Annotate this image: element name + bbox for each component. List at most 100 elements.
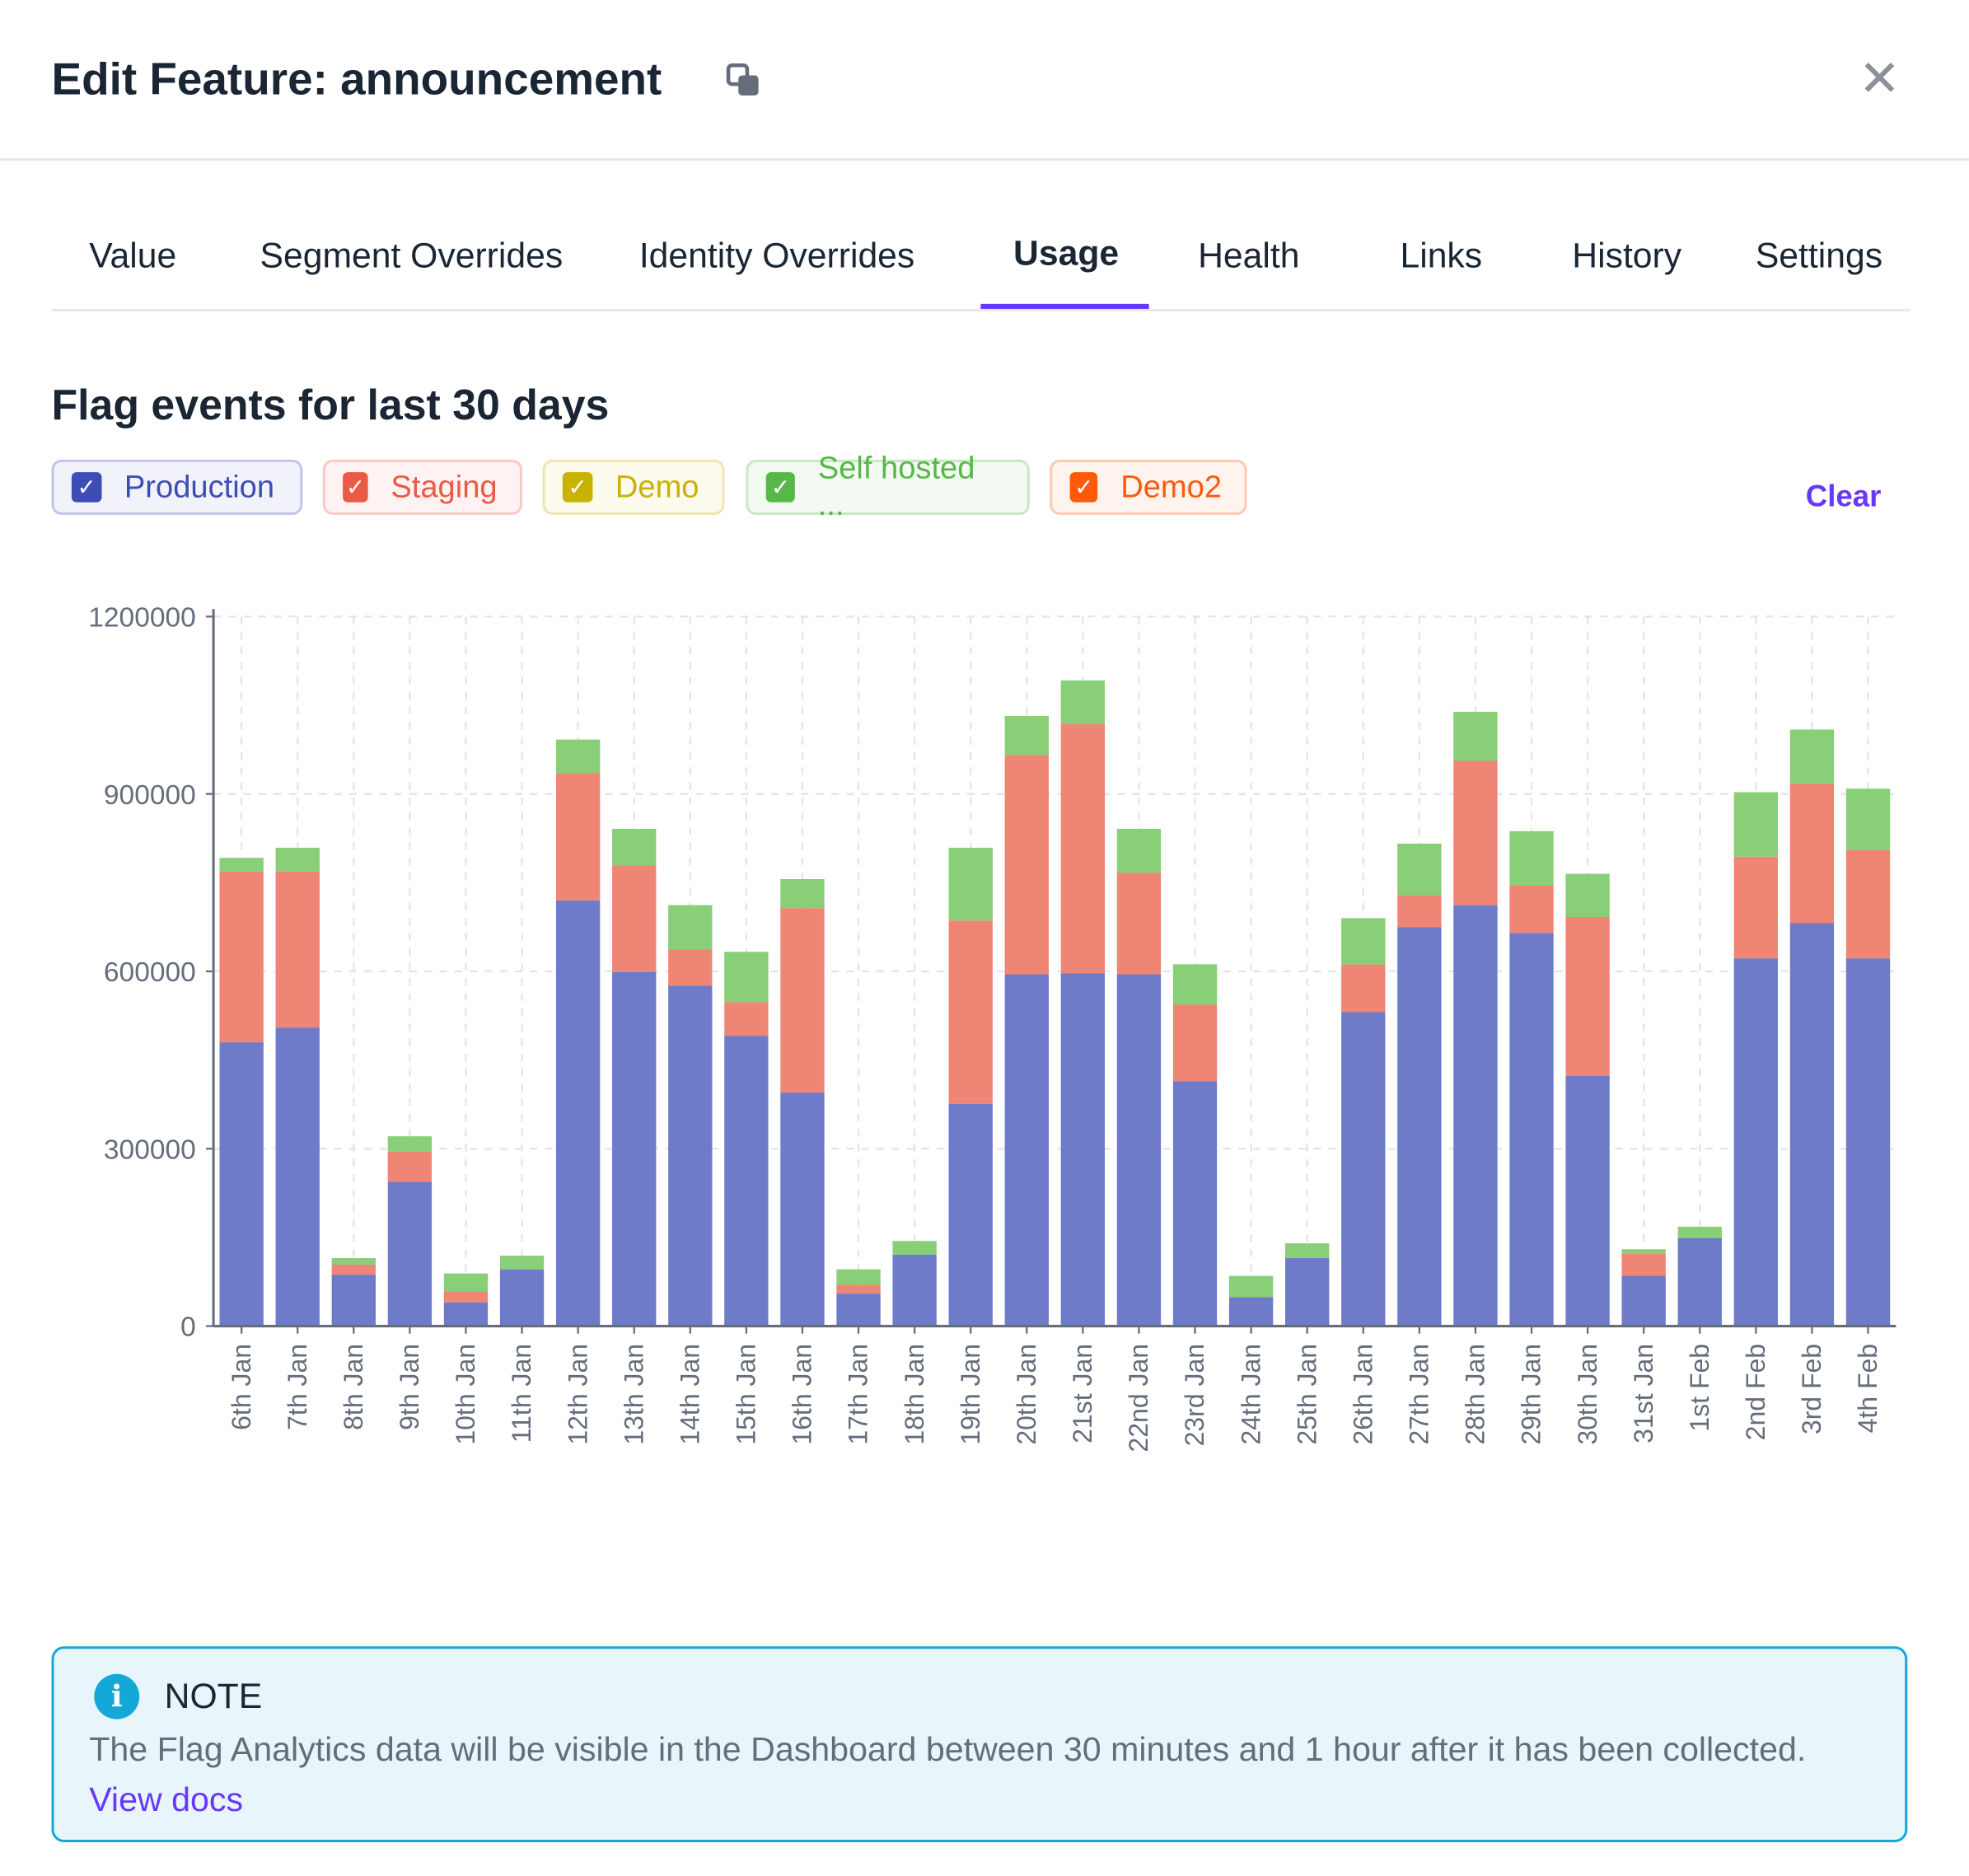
bar-staging: [948, 920, 993, 1104]
filter-label: Demo: [615, 469, 699, 504]
bar-self-hosted-: [555, 739, 601, 774]
filter-chip[interactable]: ✓ Self hosted ...: [746, 451, 1030, 522]
bar-production: [1789, 923, 1835, 1326]
x-tick-label: 20th Jan: [1012, 1344, 1041, 1445]
tab-links[interactable]: Links: [1400, 236, 1483, 275]
bar-production: [1677, 1237, 1722, 1326]
tab-value[interactable]: Value: [89, 236, 177, 275]
checkbox-icon[interactable]: ✓: [1069, 472, 1098, 503]
bar-production: [1845, 958, 1891, 1326]
bar-self-hosted-: [1733, 792, 1779, 857]
filter-label: Self hosted ...: [817, 451, 975, 523]
bar-production: [612, 971, 657, 1326]
x-tick-label: 13th Jan: [619, 1344, 648, 1445]
bar-self-hosted-: [1509, 830, 1554, 886]
note-body: The Flag Analytics data will be visible …: [89, 1724, 1847, 1825]
bar-self-hosted-: [1621, 1249, 1666, 1254]
tab-segment-overrides[interactable]: Segment Overrides: [260, 236, 564, 275]
x-tick-label: 15th Jan: [732, 1344, 761, 1445]
y-tick-label: 0: [180, 1312, 196, 1343]
bar-self-hosted-: [499, 1256, 545, 1270]
x-tick-label: 21st Jan: [1068, 1344, 1097, 1443]
x-tick-label: 10th Jan: [451, 1344, 480, 1445]
bar-production: [1172, 1081, 1218, 1326]
bar-self-hosted-: [1341, 918, 1386, 965]
tab-usage[interactable]: Usage: [1013, 233, 1120, 273]
bar-self-hosted-: [443, 1273, 489, 1292]
tab-settings[interactable]: Settings: [1755, 236, 1883, 275]
filter-chip[interactable]: ✓ Demo2: [1050, 459, 1247, 515]
bar-self-hosted-: [275, 847, 320, 872]
filter-chip[interactable]: ✓ Staging: [322, 459, 523, 515]
bar-staging: [1565, 916, 1610, 1076]
checkbox-icon[interactable]: ✓: [343, 472, 368, 503]
checkbox-icon[interactable]: ✓: [71, 472, 102, 503]
active-tab-indicator: [980, 303, 1149, 309]
x-tick-label: 4th Feb: [1853, 1344, 1882, 1434]
info-icon: i: [94, 1673, 140, 1719]
bar-self-hosted-: [1116, 829, 1162, 873]
view-docs-link[interactable]: View docs: [89, 1780, 244, 1819]
bar-production: [387, 1181, 433, 1326]
bar-production: [1565, 1075, 1610, 1326]
bar-staging: [612, 865, 657, 972]
checkbox-icon[interactable]: ✓: [765, 472, 796, 503]
bar-staging: [1060, 723, 1106, 974]
bar-production: [1621, 1275, 1666, 1326]
clear-button[interactable]: Clear: [1805, 480, 1882, 514]
bar-production: [499, 1269, 545, 1326]
filter-chip[interactable]: ✓ Production: [51, 459, 303, 515]
bar-self-hosted-: [612, 829, 657, 866]
bar-production: [836, 1294, 881, 1326]
bar-production: [1453, 905, 1498, 1326]
bar-production: [948, 1103, 993, 1326]
bar-self-hosted-: [387, 1136, 433, 1152]
filter-label: Staging: [391, 469, 498, 504]
bar-staging: [1397, 895, 1442, 928]
bar-staging: [1116, 873, 1162, 975]
y-tick-label: 300000: [104, 1134, 196, 1165]
note-title: NOTE: [164, 1676, 263, 1716]
copy-icon[interactable]: [726, 63, 761, 98]
bar-self-hosted-: [668, 905, 713, 950]
checkbox-icon[interactable]: ✓: [562, 472, 593, 503]
bar-self-hosted-: [892, 1241, 937, 1255]
filter-label: Production: [124, 469, 275, 504]
tab-health[interactable]: Health: [1198, 236, 1300, 275]
bar-staging: [1733, 856, 1779, 959]
bar-self-hosted-: [1453, 711, 1498, 761]
filter-label: Demo2: [1120, 469, 1223, 504]
bar-production: [724, 1036, 769, 1326]
bar-staging: [1789, 783, 1835, 924]
bar-production: [780, 1092, 825, 1326]
bar-staging: [555, 773, 601, 901]
x-tick-label: 25th Jan: [1292, 1344, 1321, 1445]
x-tick-label: 9th Jan: [395, 1344, 424, 1430]
bar-staging: [1004, 755, 1049, 975]
bar-self-hosted-: [1397, 843, 1442, 896]
bar-staging: [1172, 1004, 1218, 1082]
bar-self-hosted-: [219, 858, 264, 872]
bar-production: [1228, 1297, 1274, 1326]
bar-self-hosted-: [331, 1258, 376, 1265]
bar-staging: [387, 1151, 433, 1182]
x-tick-label: 23rd Jan: [1180, 1344, 1209, 1447]
modal-title: Edit Feature: announcement: [51, 53, 662, 105]
x-tick-label: 14th Jan: [675, 1344, 704, 1445]
tab-history[interactable]: History: [1572, 236, 1682, 275]
x-tick-label: 31st Jan: [1629, 1344, 1658, 1443]
bar-self-hosted-: [836, 1269, 881, 1285]
bar-self-hosted-: [724, 952, 769, 1003]
bar-production: [1397, 927, 1442, 1326]
modal-header: Edit Feature: announcement ✕: [0, 0, 1969, 161]
filter-chip[interactable]: ✓ Demo: [542, 459, 725, 515]
bar-production: [1116, 974, 1162, 1326]
close-icon[interactable]: ✕: [1858, 51, 1901, 107]
x-tick-label: 18th Jan: [900, 1344, 929, 1445]
note-box: i NOTE The Flag Analytics data will be v…: [51, 1646, 1908, 1843]
tab-identity-overrides[interactable]: Identity Overrides: [638, 236, 915, 275]
x-tick-label: 24th Jan: [1236, 1344, 1265, 1445]
bar-production: [668, 985, 713, 1326]
bar-staging: [836, 1284, 881, 1294]
note-text: The Flag Analytics data will be visible …: [89, 1730, 1807, 1769]
